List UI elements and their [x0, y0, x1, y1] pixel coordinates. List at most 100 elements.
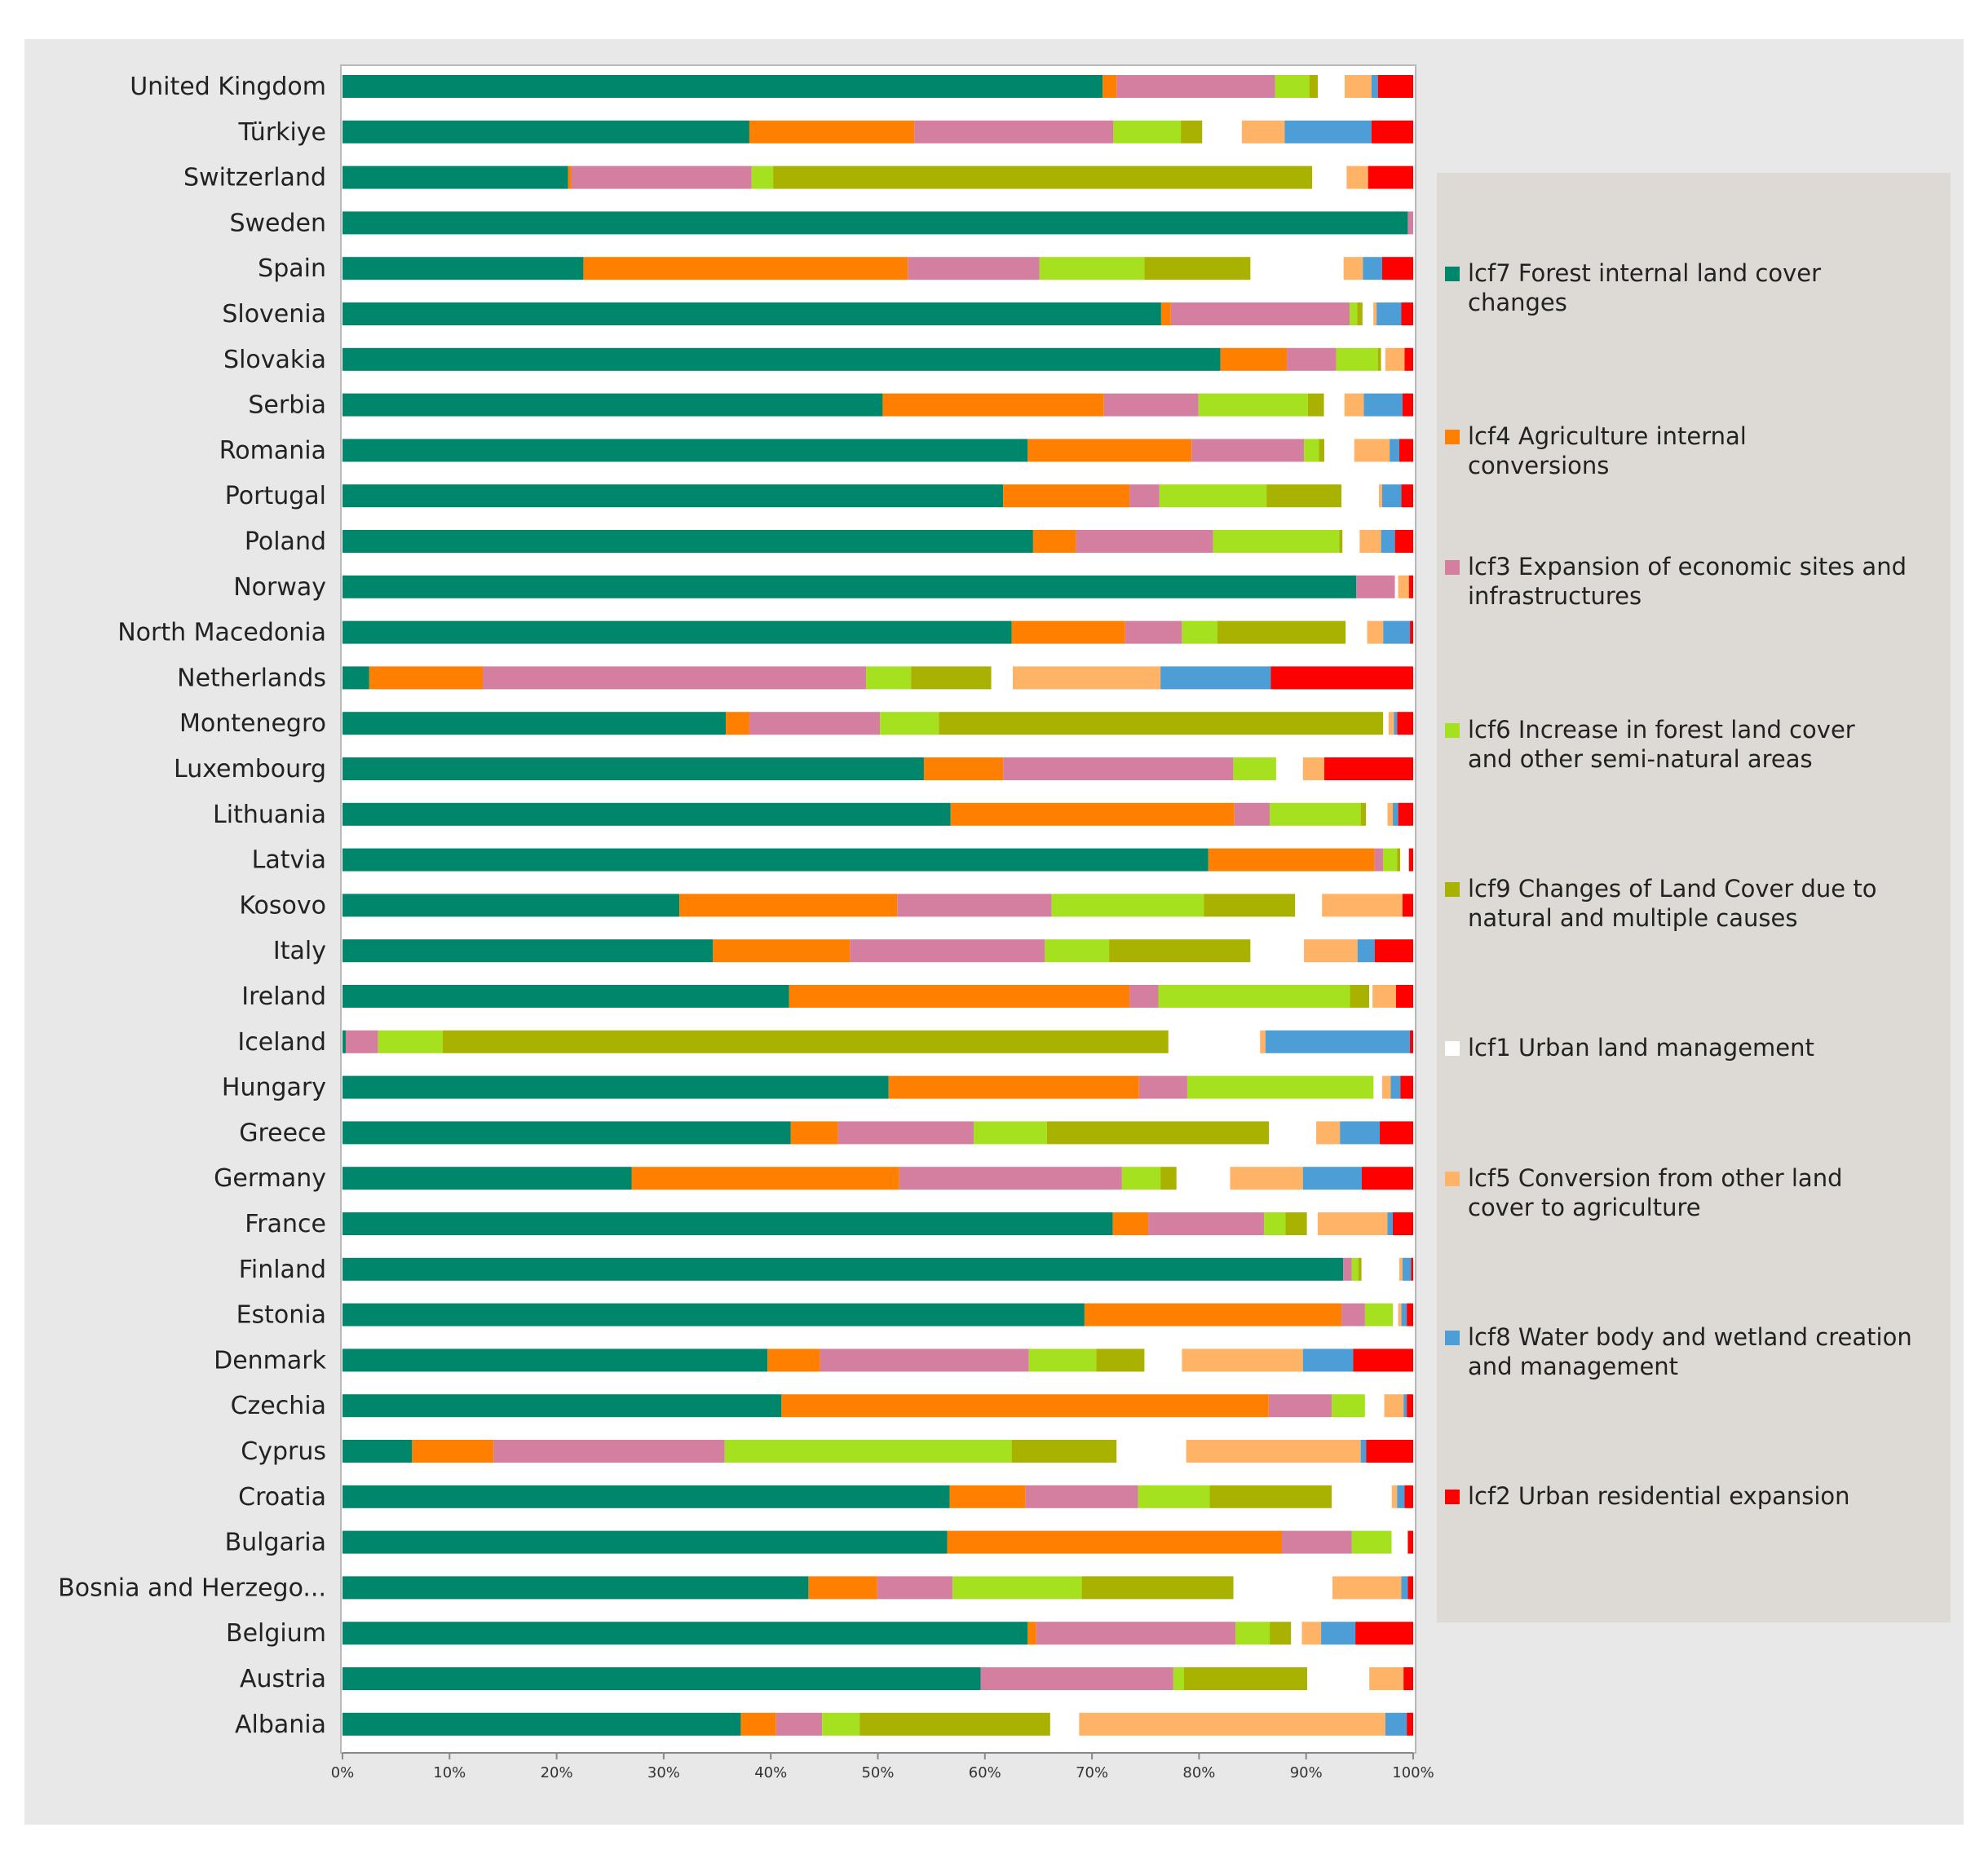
bar-segment-lcf2	[1408, 848, 1413, 872]
x-tick-label: 90%	[1290, 1764, 1323, 1781]
bar-segment-lcf4	[1003, 484, 1130, 508]
bar-segment-lcf6	[1121, 1167, 1161, 1190]
bar-segment-lcf2	[1401, 484, 1413, 508]
bar-row	[342, 530, 1413, 553]
country-label: Slovenia	[222, 300, 326, 329]
bar-segment-lcf5	[1381, 1075, 1391, 1099]
bar-segment-lcf1	[1345, 620, 1368, 644]
bar-segment-lcf5	[1301, 1622, 1322, 1645]
country-label: Serbia	[248, 391, 326, 420]
bar-row	[342, 939, 1413, 963]
bar-segment-lcf4	[949, 1485, 1026, 1508]
bar-segment-lcf7	[342, 347, 1221, 371]
bar-segment-lcf7	[342, 985, 789, 1008]
bar-row	[342, 1257, 1413, 1281]
bar-segment-lcf3	[1129, 985, 1159, 1008]
bar-segment-lcf3	[1103, 393, 1199, 417]
bar-row	[342, 166, 1413, 189]
bar-segment-lcf3	[775, 1712, 823, 1736]
bar-segment-lcf1	[1116, 1440, 1186, 1463]
bar-row	[342, 120, 1413, 143]
bar-segment-lcf4	[808, 1576, 877, 1600]
bar-segment-lcf2	[1270, 666, 1413, 690]
legend-label: lcf9 Changes of Land Cover due to natural…	[1468, 875, 1876, 932]
bar-segment-lcf1	[1383, 712, 1389, 735]
bar-row	[342, 1349, 1413, 1372]
bar-segment-lcf1	[1275, 757, 1303, 780]
bar-segment-lcf7	[342, 1121, 791, 1145]
bar-row	[342, 1075, 1413, 1099]
bar-segment-lcf9	[1046, 1121, 1269, 1145]
x-tick-label: 70%	[1076, 1764, 1108, 1781]
bar-segment-lcf7	[342, 894, 680, 917]
country-label: France	[245, 1210, 326, 1238]
bar-segment-lcf2	[1361, 1167, 1413, 1190]
bar-segment-lcf7	[342, 1622, 1028, 1645]
bar-segment-lcf5	[1398, 575, 1409, 598]
country-label: Bulgaria	[225, 1529, 326, 1557]
country-label: Germany	[214, 1164, 326, 1193]
bar-segment-lcf8	[1160, 666, 1271, 690]
bar-segment-lcf8	[1381, 530, 1395, 553]
bar-segment-lcf4	[1112, 1212, 1149, 1235]
bar-segment-lcf6	[1351, 1257, 1359, 1281]
bar-segment-lcf8	[1376, 302, 1402, 325]
bar-segment-lcf3	[493, 1440, 725, 1463]
x-tick-label: 40%	[754, 1764, 787, 1781]
bar-segment-lcf3	[1341, 1303, 1365, 1326]
bar-segment-lcf9	[1309, 75, 1319, 98]
bar-segment-lcf9	[1307, 393, 1324, 417]
bar-segment-lcf2	[1381, 257, 1413, 280]
bar-segment-lcf1	[1312, 166, 1347, 189]
bar-segment-lcf6	[1198, 393, 1308, 417]
bar-segment-lcf8	[1397, 1485, 1405, 1508]
bar-segment-lcf2	[1397, 712, 1413, 735]
bar-segment-lcf9	[1285, 1212, 1307, 1235]
bar-segment-lcf5	[1398, 1303, 1402, 1326]
bar-segment-lcf9	[1081, 1576, 1234, 1600]
bar-segment-lcf1	[1373, 1075, 1382, 1099]
bar-segment-lcf4	[1027, 1622, 1036, 1645]
legend-entry-lcf4: lcf4 Agriculture internal conversions	[1445, 422, 1747, 479]
bar-segment-lcf3	[345, 1030, 378, 1053]
bar-segment-lcf8	[1403, 1394, 1407, 1418]
bar-segment-lcf9	[1096, 1349, 1145, 1372]
country-label: Albania	[235, 1710, 326, 1739]
bar-row	[342, 347, 1413, 371]
bar-segment-lcf9	[1204, 894, 1296, 917]
bar-row	[342, 802, 1413, 826]
bar-segment-lcf5	[1346, 166, 1368, 189]
legend-swatch	[1445, 882, 1460, 897]
bar-segment-lcf2	[1380, 1121, 1413, 1145]
bar-segment-lcf7	[342, 439, 1028, 462]
bar-segment-lcf6	[1138, 1485, 1210, 1508]
bar-segment-lcf2	[1393, 1212, 1413, 1235]
bar-row	[342, 757, 1413, 780]
bar-segment-lcf5	[1344, 393, 1364, 417]
bar-row	[342, 1394, 1413, 1418]
bar-segment-lcf5	[1322, 894, 1403, 917]
bar-segment-lcf9	[1184, 1667, 1308, 1690]
bar-segment-lcf1	[1250, 939, 1305, 963]
bar-segment-lcf8	[1394, 712, 1398, 735]
bar-segment-lcf4	[726, 712, 749, 735]
country-label: Portugal	[225, 482, 326, 510]
bar-segment-lcf5	[1373, 302, 1377, 325]
country-label: Switzerland	[183, 164, 326, 192]
bar-segment-lcf7	[342, 848, 1209, 872]
bar-segment-lcf8	[1401, 1576, 1408, 1600]
bar-segment-lcf6	[952, 1576, 1082, 1600]
bar-segment-lcf3	[877, 1576, 953, 1600]
bar-segment-lcf1	[1233, 1576, 1333, 1600]
bar-row	[342, 75, 1413, 98]
bar-segment-lcf4	[631, 1167, 899, 1190]
country-label: Hungary	[222, 1074, 326, 1102]
bar-segment-lcf5	[1079, 1712, 1385, 1736]
bar-segment-lcf6	[1182, 620, 1217, 644]
bar-segment-lcf2	[1407, 1530, 1413, 1554]
bar-segment-lcf2	[1402, 894, 1413, 917]
bar-segment-lcf6	[1364, 1303, 1394, 1326]
bar-row	[342, 1712, 1413, 1736]
bar-segment-lcf7	[342, 1440, 413, 1463]
bar-row	[342, 620, 1413, 644]
